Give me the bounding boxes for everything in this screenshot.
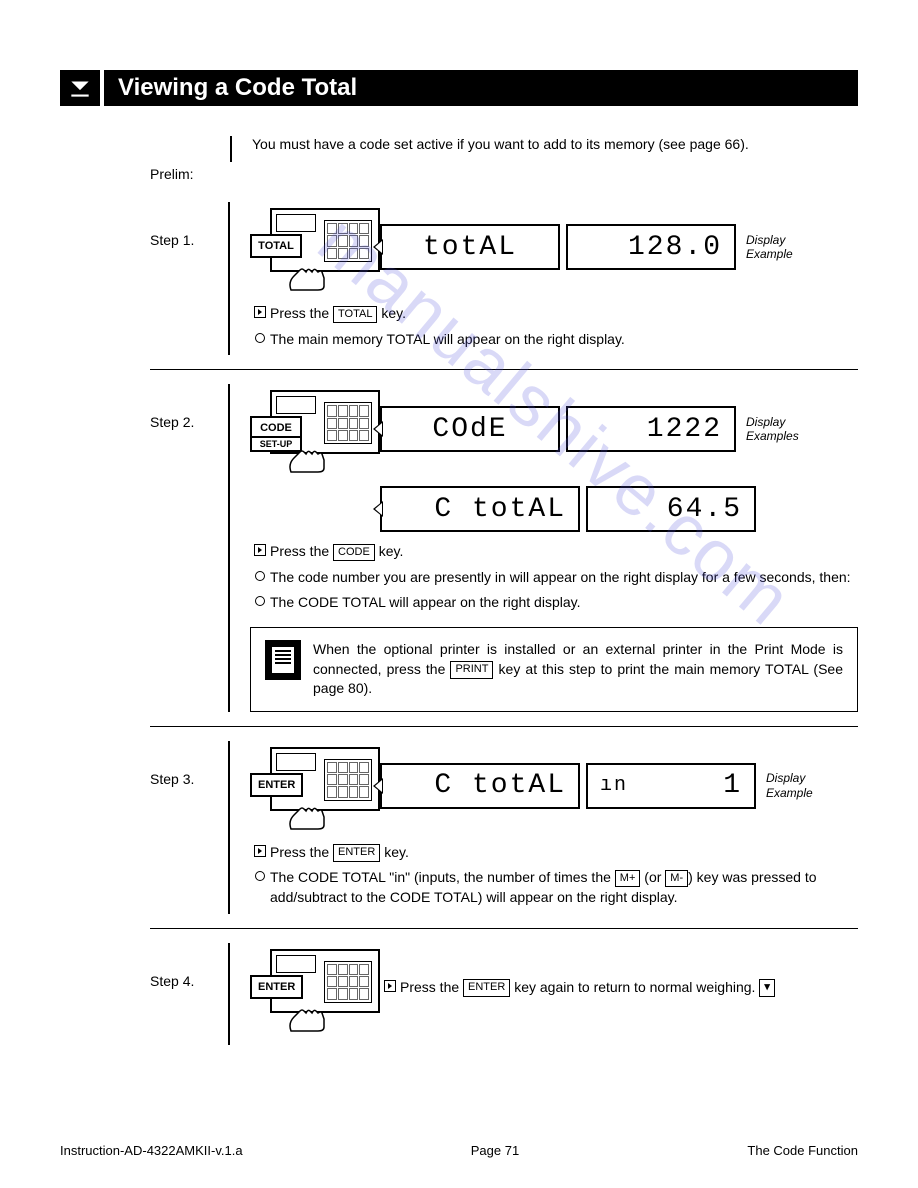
key-print: PRINT (450, 661, 493, 678)
instruction-text: The main memory TOTAL will appear on the… (270, 330, 625, 350)
prelim-text: You must have a code set active if you w… (252, 136, 858, 152)
display-note: Display Example (766, 771, 826, 800)
action-marker-icon (254, 845, 266, 857)
device-key-enter: ENTER (250, 975, 303, 999)
section-icon (60, 70, 100, 106)
instruction-text: The CODE TOTAL will appear on the right … (270, 593, 580, 613)
lcd-left: COdE (380, 406, 560, 452)
hand-icon (286, 444, 336, 474)
footer-center: Page 71 (471, 1143, 519, 1158)
instruction-text: The code number you are presently in wil… (270, 568, 851, 588)
display-note: Display Examples (746, 415, 806, 444)
action-marker-icon (384, 980, 396, 992)
lcd-right: 128.0 (566, 224, 736, 270)
device-key-enter: ENTER (250, 773, 303, 797)
result-marker-icon (255, 871, 265, 881)
hand-icon (286, 262, 336, 292)
instruction-text: The CODE TOTAL "in" (inputs, the number … (270, 868, 858, 907)
lcd-left: C totAL (380, 486, 580, 532)
lcd-left: C totAL (380, 763, 580, 809)
printer-note-box: When the optional printer is installed o… (250, 627, 858, 712)
result-marker-icon (255, 571, 265, 581)
step-label: Step 2. (150, 384, 230, 430)
result-marker-icon (255, 596, 265, 606)
instruction-text: Press the CODE key. (270, 542, 403, 562)
hand-icon (286, 801, 336, 831)
end-mark-icon: ▾ (759, 979, 775, 996)
key-code: CODE (333, 544, 375, 561)
hand-icon (286, 1003, 336, 1033)
page-title: Viewing a Code Total (104, 70, 858, 106)
footer-right: The Code Function (747, 1143, 858, 1158)
instruction-text: Press the ENTER key. (270, 843, 409, 863)
step-label: Step 4. (150, 943, 230, 989)
result-marker-icon (255, 333, 265, 343)
printer-icon (265, 640, 301, 680)
key-enter: ENTER (333, 844, 380, 861)
device-diagram: ENTER (250, 943, 380, 1033)
key-mplus: M+ (615, 870, 641, 887)
key-enter: ENTER (463, 979, 510, 996)
key-mminus: M- (665, 870, 688, 887)
device-key-total: TOTAL (250, 234, 302, 258)
page-header: Viewing a Code Total (60, 70, 858, 106)
action-marker-icon (254, 544, 266, 556)
step-label: Step 3. (150, 741, 230, 787)
lcd-right: ın1 (586, 763, 756, 809)
note-text: When the optional printer is installed o… (313, 640, 843, 699)
step-label: Step 1. (150, 202, 230, 248)
device-diagram: ENTER (250, 741, 380, 831)
instruction-text: Press the TOTAL key. (270, 304, 406, 324)
action-marker-icon (254, 306, 266, 318)
lcd-right: 1222 (566, 406, 736, 452)
prelim-label: Prelim: (150, 136, 230, 182)
lcd-left: totAL (380, 224, 560, 270)
key-total: TOTAL (333, 306, 377, 323)
display-note: Display Example (746, 233, 806, 262)
instruction-text: Press the ENTER key again to return to n… (400, 978, 775, 998)
device-diagram: CODE SET-UP (250, 384, 380, 474)
page-footer: Instruction-AD-4322AMKII-v.1.a Page 71 T… (60, 1143, 858, 1158)
lcd-right: 64.5 (586, 486, 756, 532)
device-diagram: TOTAL (250, 202, 380, 292)
footer-left: Instruction-AD-4322AMKII-v.1.a (60, 1143, 243, 1158)
